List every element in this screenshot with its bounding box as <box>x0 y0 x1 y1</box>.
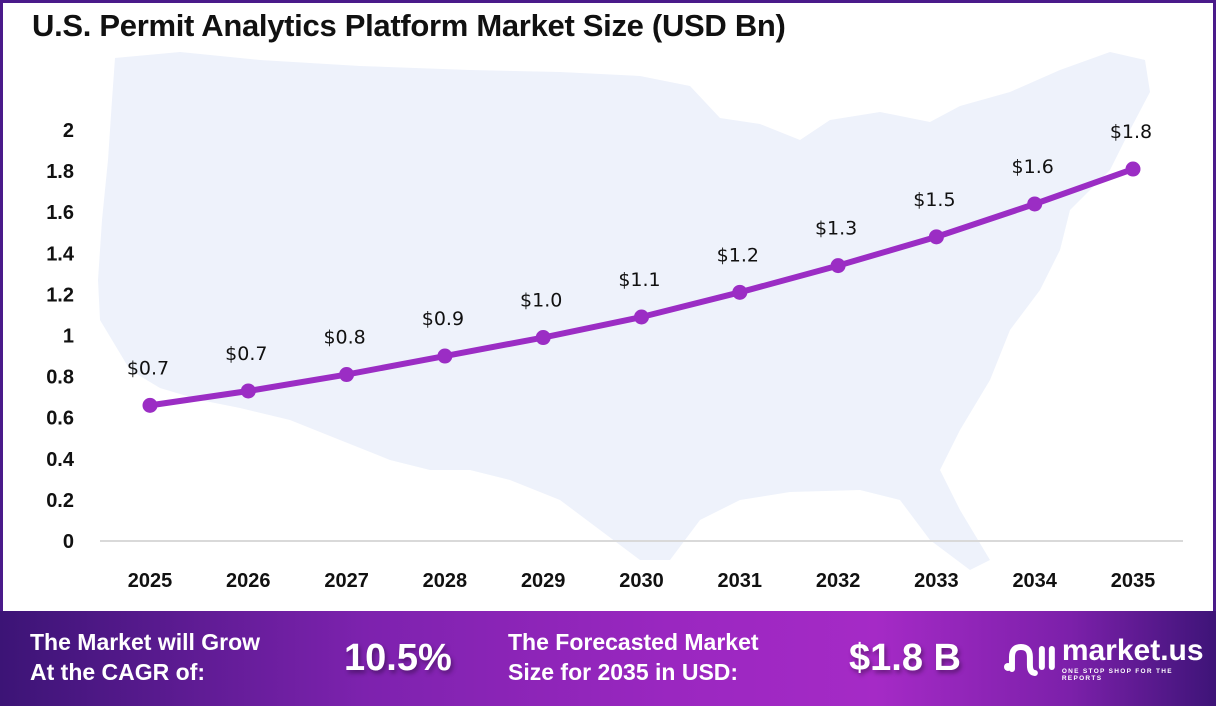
data-point <box>437 348 453 364</box>
x-tick-label: 2031 <box>718 570 763 592</box>
y-tick-label: 1 <box>63 326 74 348</box>
x-tick-label: 2030 <box>619 570 664 592</box>
data-point <box>928 229 944 245</box>
x-tick-label: 2033 <box>914 570 959 592</box>
data-label: $1.2 <box>717 244 759 266</box>
y-tick-label: 1.8 <box>46 161 74 183</box>
forecast-value: $1.8 B <box>849 637 961 679</box>
x-tick-label: 2035 <box>1111 570 1156 592</box>
data-point <box>634 309 649 325</box>
cagr-label-line1: The Market will Grow <box>30 629 261 655</box>
x-tick-label: 2032 <box>816 570 861 592</box>
data-label: $1.8 <box>1110 121 1152 143</box>
forecast-label-line1: The Forecasted Market <box>508 629 759 655</box>
logo-name: market.us <box>1061 634 1204 667</box>
y-tick-label: 0.8 <box>46 367 74 389</box>
x-tick-label: 2026 <box>226 570 271 592</box>
y-tick-label: 1.4 <box>46 243 75 265</box>
y-tick-label: 0.6 <box>46 408 74 430</box>
line-chart: 0 0.2 0.4 0.6 0.8 1 1.2 1.4 1.6 1.8 2 2025 2026 2027… <box>46 52 1183 592</box>
data-point <box>142 397 158 413</box>
y-tick-label: 0 <box>63 531 74 553</box>
data-point <box>1027 196 1043 212</box>
us-map-silhouette <box>98 52 1150 570</box>
y-tick-label: 1.6 <box>46 202 74 224</box>
chart-title: U.S. Permit Analytics Platform Market Si… <box>32 8 786 43</box>
data-label: $0.7 <box>127 357 169 379</box>
data-point <box>339 367 355 383</box>
y-tick-label: 2 <box>63 120 74 142</box>
data-label: $1.0 <box>520 290 562 312</box>
forecast-label-line2: Size for 2035 in USD: <box>508 659 739 685</box>
x-tick-label: 2029 <box>521 570 566 592</box>
data-label: $0.8 <box>323 327 365 349</box>
data-label: $0.9 <box>422 308 464 330</box>
y-tick-label: 0.4 <box>46 449 75 471</box>
data-label: $1.6 <box>1012 156 1054 178</box>
cagr-label: The Market will Grow At the CAGR of: <box>30 627 260 687</box>
data-label: $1.5 <box>913 189 955 211</box>
data-label: $0.7 <box>225 343 267 365</box>
data-point <box>240 383 256 399</box>
forecast-label: The Forecasted Market Size for 2035 in U… <box>508 627 759 687</box>
logo-tagline: ONE STOP SHOP FOR THE REPORTS <box>1061 668 1173 682</box>
data-point <box>732 284 748 300</box>
cagr-value: 10.5% <box>344 637 452 679</box>
market-us-logo: market.us ONE STOP SHOP FOR THE REPORTS <box>1002 636 1216 682</box>
x-tick-label: 2028 <box>423 570 468 592</box>
data-label: $1.1 <box>618 269 660 291</box>
y-tick-label: 1.2 <box>46 284 74 306</box>
market-us-logo-icon <box>1003 644 1055 676</box>
data-label: $1.3 <box>815 218 857 240</box>
data-point <box>535 330 551 346</box>
data-point <box>830 258 846 274</box>
x-tick-label: 2025 <box>128 570 173 592</box>
data-point <box>1125 161 1141 177</box>
x-tick-label: 2034 <box>1012 570 1057 592</box>
y-tick-label: 0.2 <box>46 490 74 512</box>
x-tick-label: 2027 <box>324 570 369 592</box>
cagr-label-line2: At the CAGR of: <box>30 659 206 685</box>
